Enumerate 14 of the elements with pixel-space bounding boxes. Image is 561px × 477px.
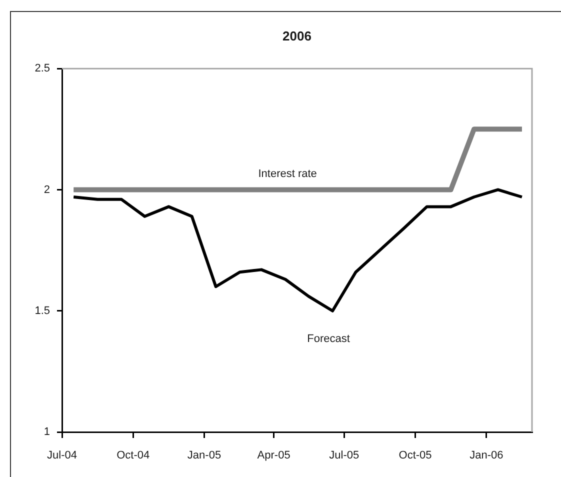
y-tick-label: 2.5 [34, 62, 50, 75]
x-tick-label: Apr-05 [257, 450, 290, 462]
chart-title: 2006 [282, 28, 312, 44]
series-label: Interest rate [258, 168, 317, 180]
x-tick-label: Jan-05 [187, 450, 222, 462]
y-tick-label: 2 [44, 184, 50, 196]
x-tick-label: Jul-04 [47, 450, 77, 462]
y-tick-label: 1.5 [34, 304, 50, 317]
x-tick-label: Jan-06 [470, 450, 504, 462]
x-tick-label: Jul-05 [329, 450, 360, 462]
text: Forecast [307, 332, 350, 345]
x-tick-label: Oct-04 [116, 450, 150, 462]
y-tick-label: 1 [44, 426, 50, 438]
x-tick-label: Oct-05 [398, 450, 432, 462]
